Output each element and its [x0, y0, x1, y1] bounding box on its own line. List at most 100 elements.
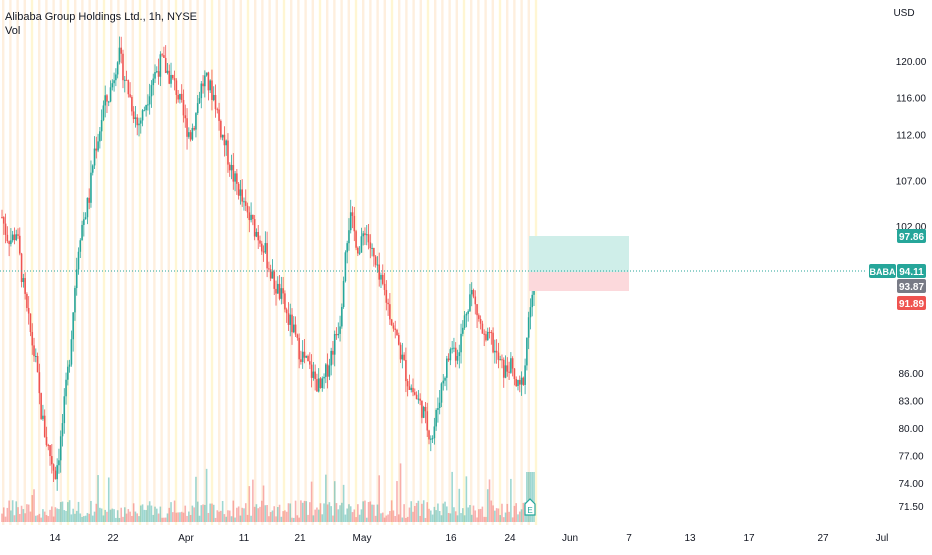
candle-body [43, 415, 46, 437]
candle-body [152, 78, 155, 86]
candle-body [440, 383, 443, 403]
candle-body [348, 230, 350, 244]
candle-body [268, 268, 270, 270]
candle-body [15, 234, 18, 241]
volume-bar [317, 509, 320, 522]
candle-body [410, 387, 413, 390]
candle-body [239, 189, 242, 196]
volume-bar [220, 510, 222, 522]
volume-bar [40, 517, 42, 522]
volume-bar [180, 511, 183, 522]
volume-bar [511, 517, 514, 522]
volume-bar [35, 515, 37, 522]
volume-bar [211, 503, 213, 522]
candle-body [81, 224, 83, 241]
position-loss-zone[interactable] [529, 272, 629, 291]
candle-body [204, 75, 206, 87]
volume-bar [246, 514, 249, 522]
session-band [498, 0, 502, 525]
volume-bar [207, 512, 210, 522]
time-tick-4: 21 [294, 533, 306, 544]
volume-bar [319, 503, 322, 522]
session-band [333, 0, 336, 525]
candle-body [257, 231, 260, 241]
volume-bar [11, 500, 14, 522]
candle-body [113, 80, 115, 84]
candle-body [145, 105, 147, 111]
volume-bar [529, 472, 532, 522]
candle-body [330, 350, 332, 366]
session-band [124, 0, 127, 525]
time-axis[interactable]: 14 22 Apr 11 21 May 16 24 Jun 7 13 17 27 Jul [49, 533, 888, 544]
volume-bar [309, 502, 311, 522]
candle-body [49, 445, 51, 457]
position-profit-zone[interactable] [529, 236, 629, 272]
volume-bar [84, 515, 87, 522]
volume-bar [506, 503, 509, 522]
session-band [318, 0, 322, 525]
session-band [434, 0, 437, 525]
volume-bar [380, 513, 382, 522]
price-axis[interactable]: USD 120.00 116.00 112.00 107.00 102.00 86.00 8… [893, 8, 926, 513]
volume-bar [494, 510, 496, 522]
session-band [167, 0, 170, 525]
volume-bar [518, 511, 521, 522]
candle-body [155, 71, 158, 73]
volume-bar [365, 517, 368, 522]
session-band [160, 0, 163, 525]
candle-body [111, 83, 114, 88]
volume-bar [225, 516, 227, 522]
volume-bar [243, 508, 245, 522]
candle-body [399, 344, 402, 360]
candle-body [349, 212, 352, 231]
session-band [462, 0, 466, 525]
candle-body [120, 47, 123, 54]
volume-bar [49, 509, 51, 522]
symbol-title[interactable]: Alibaba Group Holdings Ltd., 1h, NYSE [5, 11, 198, 23]
session-band [282, 0, 286, 525]
volume-bar [139, 505, 142, 522]
time-tick-12: 27 [817, 533, 829, 544]
volume-bar [397, 514, 400, 522]
session-band [405, 0, 408, 525]
volume-bar [212, 504, 215, 522]
candle-body [243, 201, 245, 203]
volume-bar [488, 479, 491, 522]
session-band [426, 0, 430, 525]
volume-bar [177, 512, 179, 522]
candle-body [289, 314, 292, 325]
volume-bar [362, 501, 364, 522]
volume-bar [371, 504, 373, 522]
volume-bar [292, 517, 295, 522]
session-band [297, 0, 300, 525]
volume-bar [163, 517, 165, 522]
volume-bar [230, 516, 233, 522]
candle-body [173, 78, 176, 81]
candle-body [106, 95, 108, 102]
volume-bar [456, 515, 459, 522]
volume-bar [383, 517, 386, 522]
session-band [210, 0, 214, 525]
candle-body [36, 355, 39, 373]
earnings-icon[interactable] [524, 498, 536, 516]
candle-body [4, 223, 7, 235]
price-tick-labels: 120.00 116.00 112.00 107.00 102.00 86.00 83.00… [896, 57, 927, 513]
volume-bar [504, 512, 507, 522]
volume-bar [428, 508, 430, 522]
volume-bar [170, 502, 172, 522]
candle-body [40, 393, 42, 419]
candle-body [451, 348, 453, 350]
session-band [527, 0, 530, 525]
volume-bar [424, 517, 427, 522]
volume-bar [175, 512, 178, 522]
volume-bar [430, 510, 432, 522]
candle-body [344, 252, 347, 281]
volume-legend[interactable]: Vol [5, 25, 21, 37]
time-tick-3: 11 [239, 533, 250, 544]
candle-body [508, 371, 510, 373]
earnings-marker[interactable]: E [524, 498, 536, 516]
volume-bar [189, 514, 192, 522]
volume-bar [387, 514, 389, 522]
